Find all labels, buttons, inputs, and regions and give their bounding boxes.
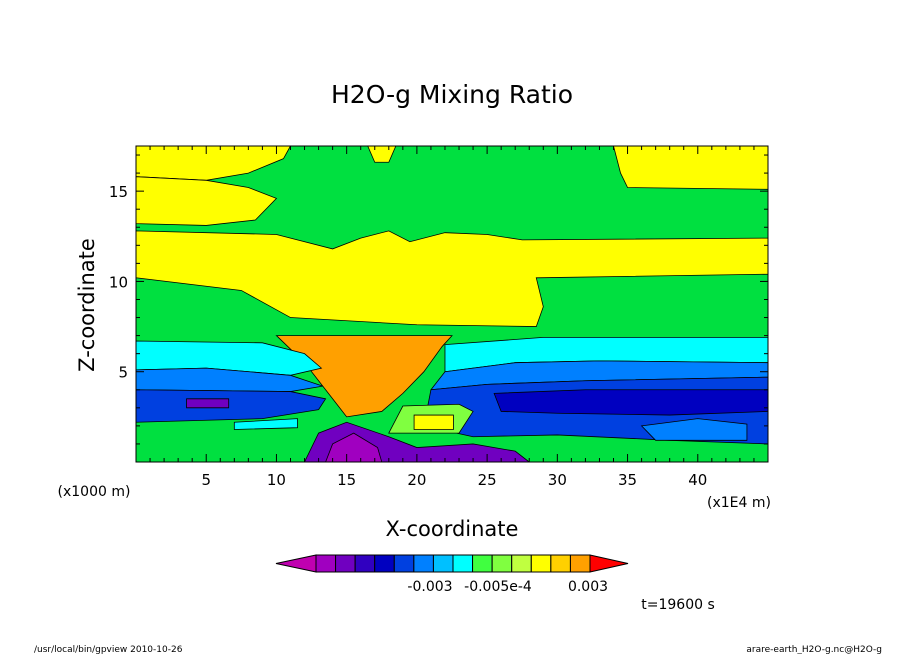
x-tick-label: 30	[548, 471, 567, 489]
chart-title: H2O-g Mixing Ratio	[331, 80, 573, 109]
colorbar-tick-label: -0.003	[407, 579, 452, 595]
contour-cyan-patch-left	[233, 418, 298, 430]
colorbar-segment	[472, 554, 493, 573]
y-tick-label: 10	[109, 273, 128, 291]
x-tick-label: 15	[337, 471, 356, 489]
x-tick-label: 25	[478, 471, 497, 489]
x-axis-ticks: 5 10 15 20 25 30 35 40	[149, 146, 755, 489]
contour-yellow-top-right	[612, 145, 769, 190]
footer-left: /usr/local/bin/gpview 2010-10-26	[34, 645, 183, 654]
contour-blue-dark-cells	[493, 389, 769, 416]
colorbar-segment	[315, 554, 337, 573]
colorbar-segment	[432, 554, 454, 573]
colorbar-tick-label: 0.003	[568, 579, 608, 595]
contour-yellow-core	[413, 414, 454, 430]
colorbar-segment	[569, 554, 591, 573]
contour-purple-patch-left	[186, 398, 230, 409]
footer-right: arare-earth_H2O-g.nc@H2O-g	[746, 645, 882, 654]
contour-orange-core	[275, 335, 453, 418]
colorbar-segment	[530, 554, 552, 573]
x-tick-label: 35	[618, 471, 637, 489]
colorbar-segment	[374, 554, 395, 573]
colorbar-low-arrow	[275, 554, 317, 573]
colorbar-tick-labels: -0.003 -0.005e-4 0.003	[407, 579, 608, 595]
colorbar-high-arrow	[589, 554, 629, 573]
contour-blue-light-patch-right	[640, 418, 748, 441]
plot-frame	[135, 145, 769, 463]
colorbar-segment	[511, 554, 532, 573]
contour-yellow-upper-band	[135, 176, 278, 226]
colorbar-segment	[452, 554, 474, 573]
y-axis-ticks: 5 10 15	[109, 154, 768, 445]
colorbar-segment	[335, 554, 356, 573]
colorbar-segment	[354, 554, 376, 573]
contour-field	[135, 145, 769, 463]
x-tick-label: 10	[267, 471, 286, 489]
x-axis-label: X-coordinate	[386, 517, 519, 541]
time-label: t=19600 s	[641, 597, 715, 613]
y-axis-label: Z-coordinate	[75, 238, 99, 372]
y-unit-label: (x1000 m)	[58, 484, 131, 500]
colorbar-segment	[550, 554, 571, 573]
colorbar-tick-label: -0.005e-4	[464, 579, 532, 595]
y-tick-label: 15	[109, 183, 128, 201]
x-tick-label: 40	[688, 471, 707, 489]
colorbar-segment	[491, 554, 513, 573]
x-tick-label: 5	[201, 471, 211, 489]
x-unit-label: (x1E4 m)	[707, 495, 771, 511]
colorbar-segment	[393, 554, 415, 573]
x-tick-label: 20	[407, 471, 426, 489]
colorbar	[275, 554, 629, 573]
y-tick-label: 5	[118, 364, 128, 382]
colorbar-segment	[413, 554, 434, 573]
